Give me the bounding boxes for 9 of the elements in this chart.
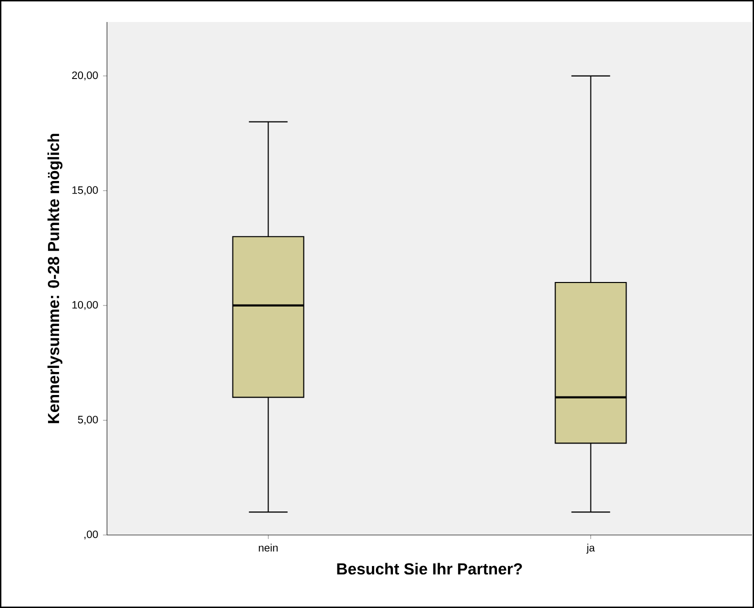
x-tick-label: nein [258, 544, 278, 552]
x-axis-title: Besucht Sie Ihr Partner? [337, 562, 522, 575]
y-tick-label: ,00 [84, 530, 98, 540]
y-axis-title: Kennerlysumme: 0-28 Punkte möglich [47, 134, 62, 424]
y-tick-label: 15,00 [72, 186, 98, 196]
x-tick-label: ja [586, 544, 595, 554]
y-tick-label: 5,00 [78, 416, 98, 425]
y-tick-label: 10,00 [72, 301, 98, 310]
y-tick-label: 20,00 [72, 72, 98, 80]
